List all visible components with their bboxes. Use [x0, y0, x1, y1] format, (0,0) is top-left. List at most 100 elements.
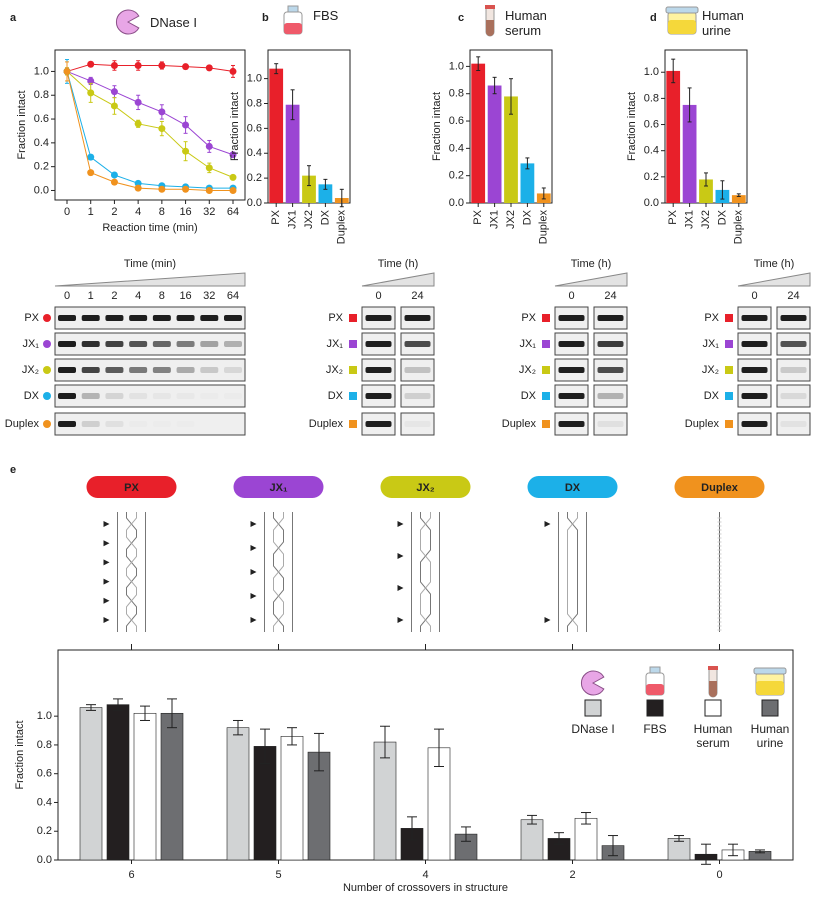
x-tick-label: PX	[270, 209, 282, 224]
gel-band	[558, 315, 585, 321]
series-line	[66, 63, 234, 72]
y-tick-label: 1.0	[644, 66, 659, 78]
row-marker	[43, 420, 51, 428]
icon-tube-liquid	[486, 20, 494, 36]
x-tick-label: 16	[179, 206, 191, 218]
gel-box	[400, 384, 435, 408]
gel-band	[200, 341, 219, 347]
row-marker	[542, 392, 550, 400]
x-tick-label: JX2	[505, 210, 517, 229]
y-tick-label: 0.2	[247, 172, 262, 184]
gel-band	[365, 393, 392, 399]
gel-band	[224, 393, 242, 399]
crossover-marker	[103, 578, 110, 585]
gel-band	[176, 367, 195, 373]
gel-band	[780, 341, 807, 347]
lane-label: 8	[159, 290, 165, 302]
data-point	[158, 108, 166, 116]
data-point	[182, 147, 190, 155]
data-point	[87, 89, 95, 97]
gel-band	[780, 367, 807, 373]
y-tick-label: 1.0	[37, 710, 52, 722]
y-tick-label: 0.8	[449, 88, 464, 100]
data-point	[182, 185, 190, 193]
gel-band	[105, 393, 124, 399]
gel-band	[780, 421, 807, 427]
data-point	[87, 169, 95, 177]
panel-label: a	[10, 12, 17, 24]
gel-row-label: Duplex	[5, 418, 40, 430]
crossover-marker	[103, 597, 110, 604]
bar	[280, 736, 304, 861]
gel-box	[776, 412, 811, 436]
gel-band	[224, 341, 242, 347]
row-marker	[725, 340, 733, 348]
row-marker	[43, 314, 51, 322]
crossover-marker	[250, 521, 257, 527]
gel-band	[365, 315, 392, 321]
gel-band	[200, 367, 219, 373]
gel-box	[54, 332, 246, 356]
legend-swatch	[584, 699, 602, 717]
bar	[504, 96, 518, 203]
crossover-marker	[250, 617, 257, 623]
gel-band	[404, 315, 431, 321]
x-tick-label: JX1	[287, 210, 299, 229]
y-tick-label: 0.6	[37, 768, 52, 780]
gel-row-label: PX	[704, 312, 719, 324]
gel-row-label: JX₁	[326, 338, 343, 350]
data-point	[229, 186, 237, 194]
time-wedge	[54, 272, 246, 287]
gel-band	[597, 315, 624, 321]
data-point	[182, 63, 190, 71]
gel-band	[200, 393, 218, 399]
icon-tube-cap	[485, 5, 495, 9]
gel-box	[54, 358, 246, 382]
x-tick-label: JX2	[303, 210, 315, 229]
lane-label: 64	[227, 290, 239, 302]
gel-band	[741, 393, 768, 399]
gel-band	[176, 341, 195, 347]
gel-band	[81, 393, 100, 399]
time-wedge	[737, 272, 811, 287]
x-tick-label: 4	[135, 206, 141, 218]
gel-time-label: Time (h)	[571, 258, 612, 270]
data-point	[205, 164, 213, 172]
y-axis-label: Fraction intact	[229, 92, 241, 161]
data-point	[63, 67, 71, 75]
gel-row-label: JX₁	[22, 338, 39, 350]
lane-label: 1	[88, 290, 94, 302]
gel-band	[200, 315, 219, 321]
x-tick-label: 64	[227, 206, 239, 218]
x-tick-label: 6	[128, 869, 134, 881]
panel-label: b	[262, 12, 269, 24]
gel-box	[776, 358, 811, 382]
bar	[269, 68, 284, 203]
bar	[373, 741, 397, 861]
bar	[226, 727, 250, 861]
data-point	[110, 102, 118, 110]
gel-band	[558, 341, 585, 347]
gel-band	[558, 393, 585, 399]
gel-band	[404, 421, 431, 427]
series-line	[66, 70, 234, 156]
gel-box	[776, 384, 811, 408]
x-tick-label: Duplex	[733, 210, 745, 245]
time-wedge	[361, 272, 435, 287]
row-marker	[43, 340, 51, 348]
lane-label: 0	[751, 290, 757, 302]
strand	[273, 512, 284, 632]
y-axis-label: Fraction intact	[431, 92, 443, 161]
structure-label: Duplex	[701, 482, 739, 494]
y-tick-label: 0.4	[34, 137, 49, 149]
icon-jar-lid	[753, 667, 787, 675]
data-point	[110, 88, 118, 96]
data-point	[158, 185, 166, 193]
lane-label: 16	[179, 290, 191, 302]
data-point	[205, 186, 213, 194]
row-marker	[725, 420, 733, 428]
y-axis-label: Fraction intact	[626, 92, 638, 161]
data-point	[229, 173, 237, 181]
y-tick-label: 0.2	[34, 161, 49, 173]
